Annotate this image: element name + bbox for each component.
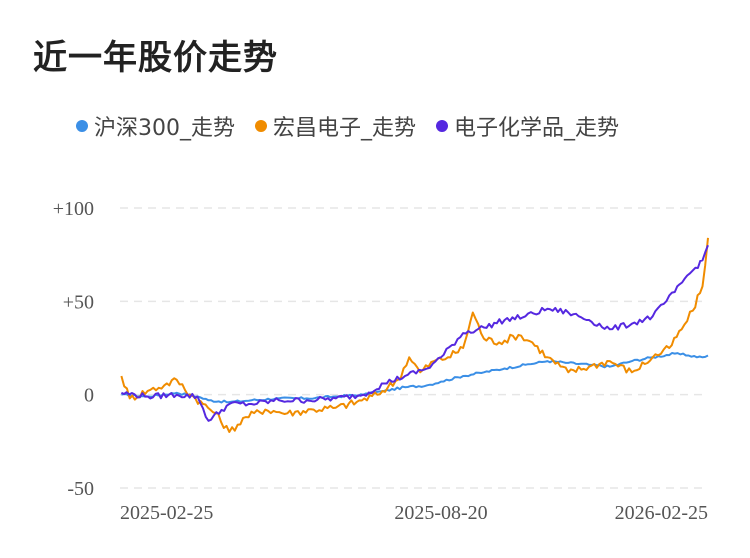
legend-item-electronic-chem[interactable]: 电子化学品_走势 [436,110,619,142]
y-tick-label: -50 [67,478,94,500]
page-title: 近一年股价走势 [33,38,278,78]
legend-label: 沪深300_走势 [94,116,235,141]
legend-item-hs300[interactable]: 沪深300_走势 [76,110,235,142]
x-tick-label: 2025-08-20 [394,502,487,524]
series-line-3 [120,244,709,422]
legend-item-hongchang[interactable]: 宏昌电子_走势 [255,110,416,142]
legend-label: 电子化学品_走势 [454,116,620,141]
legend: 沪深300_走势 宏昌电子_走势 电子化学品_走势 [76,110,619,142]
legend-dot-icon [436,120,449,132]
legend-dot-icon [255,120,267,132]
y-tick-label: +100 [53,198,94,220]
y-tick-label: 0 [84,385,94,407]
legend-label: 宏昌电子_走势 [273,116,417,141]
x-tick-label: 2026-02-25 [615,502,708,524]
x-tick-label: 2025-02-25 [120,502,213,524]
y-tick-label: +50 [63,291,94,313]
legend-dot-icon [76,120,88,132]
series-line-2 [120,237,709,433]
series-line-1 [121,352,709,404]
